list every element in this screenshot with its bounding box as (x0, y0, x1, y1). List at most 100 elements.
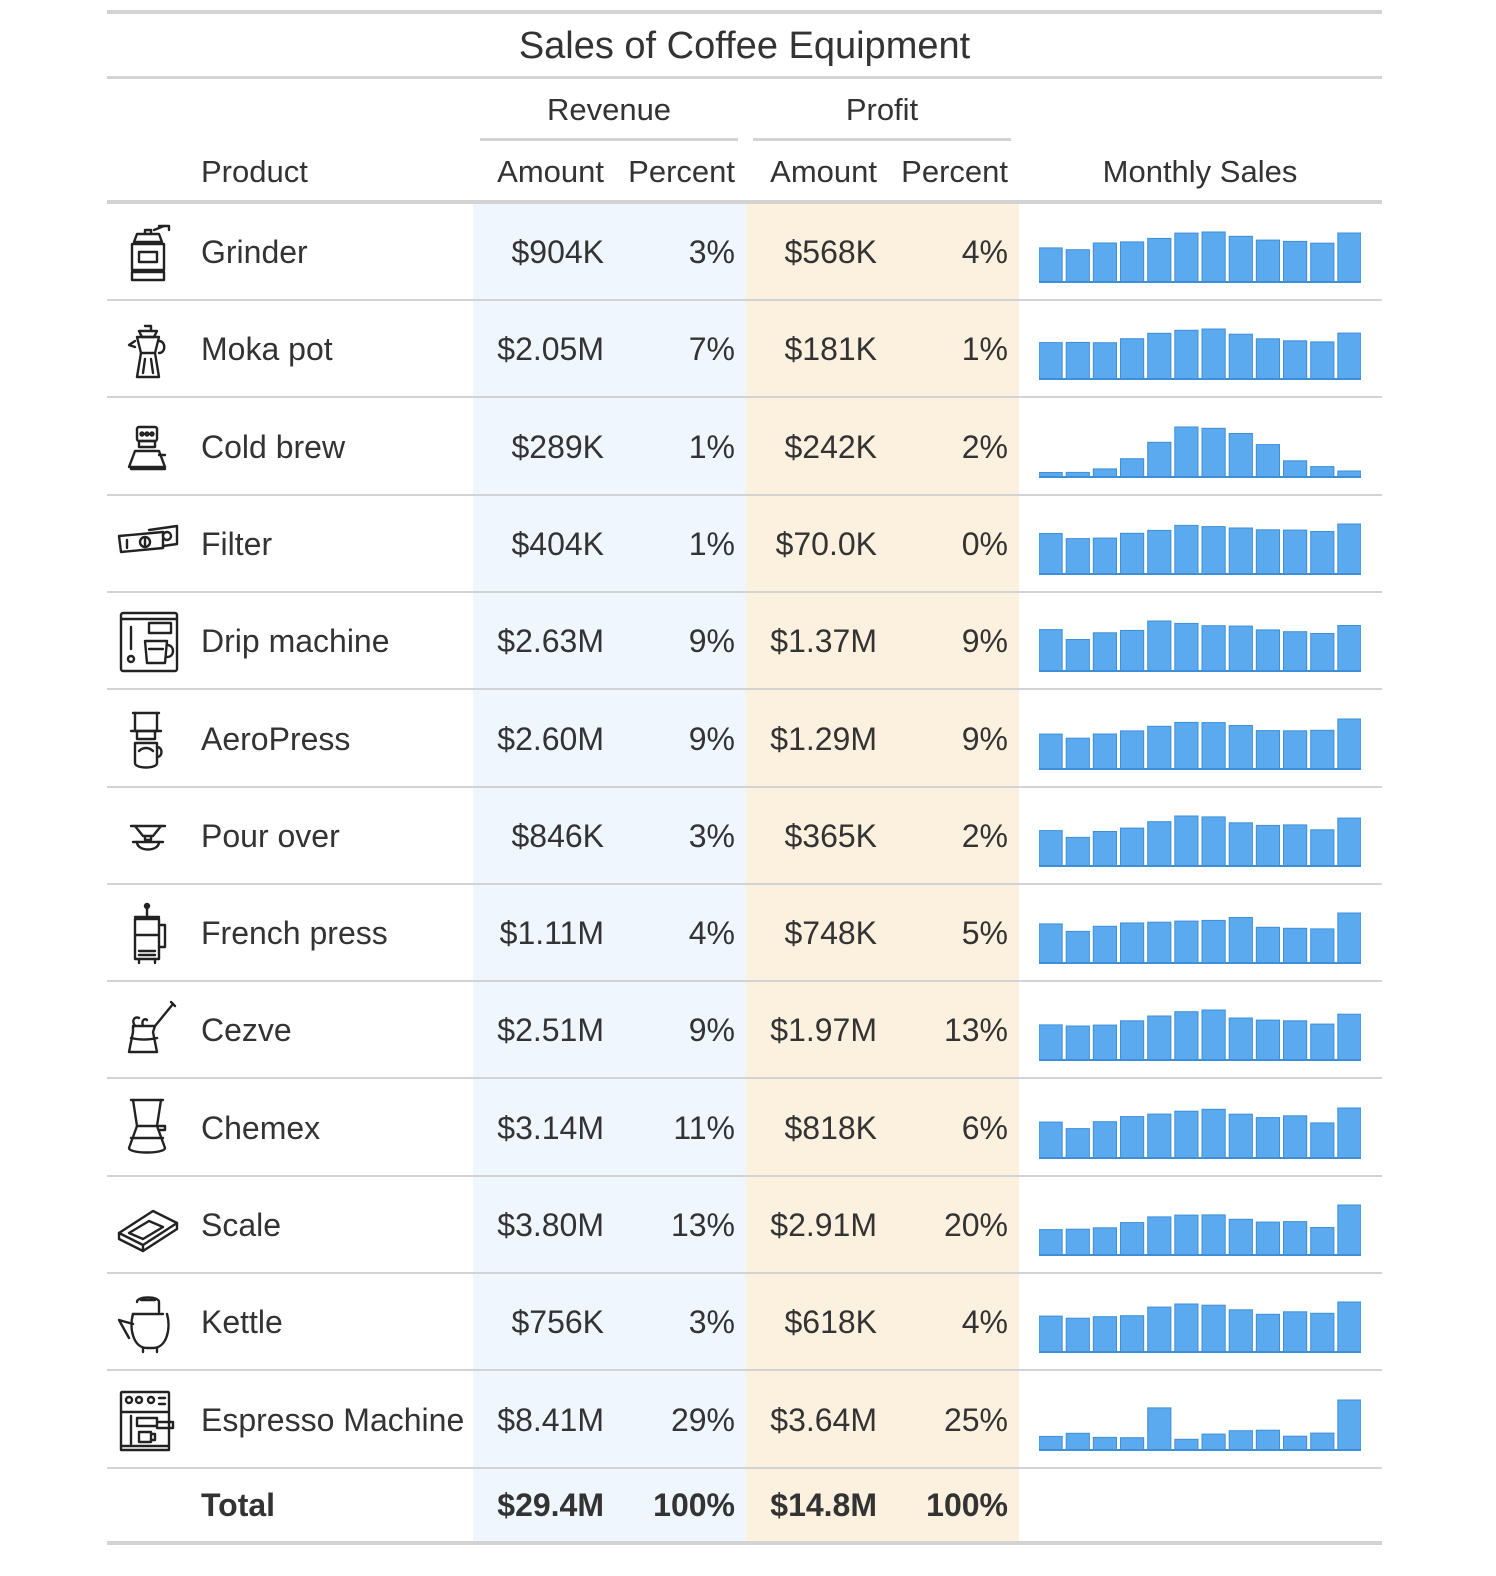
rev-amount-cell: $2.05M (497, 331, 604, 368)
sparkline-bar (1255, 1116, 1281, 1159)
rev-amount-cell: $3.80M (497, 1207, 604, 1243)
sparkline-bar (1228, 1113, 1253, 1159)
sparkline-bar (1310, 465, 1335, 478)
sparkline-bar (1337, 1204, 1361, 1256)
column-header-monthly-sales: Monthly Sales (1102, 154, 1298, 189)
sparkline-bar (1310, 242, 1335, 283)
table-row: French press $1.11M 4% $748K 5% (107, 885, 1382, 983)
rev-amount-cell: $289K (511, 428, 604, 465)
sparkline-bar (1255, 1429, 1281, 1451)
top-rule (107, 10, 1382, 14)
sparkline-bar (1283, 729, 1308, 769)
sparkline-bar (1039, 1315, 1063, 1353)
sparkline-bar (1310, 829, 1335, 867)
sparkline-bar (1174, 426, 1199, 478)
rev-percent-cell: 9% (688, 1012, 735, 1049)
table-row: Grinder $904K 3% $568K 4% (107, 204, 1382, 301)
prof-percent-cell: 6% (961, 1109, 1008, 1146)
product-name: Filter (201, 525, 273, 562)
row-divider (107, 590, 1382, 593)
grinder-icon (115, 220, 181, 286)
sparkline-bar (1255, 1314, 1281, 1353)
sparkline-bar (1337, 1107, 1361, 1159)
sparkline-bar (1337, 1399, 1361, 1451)
rev-percent-cell: 11% (673, 1109, 735, 1146)
sparkline-bar (1337, 1301, 1361, 1353)
column-header-revenue-percent: Percent (628, 154, 735, 189)
rev-amount-cell: $756K (511, 1304, 604, 1341)
row-divider (107, 396, 1382, 399)
monthly-sales-sparkline (1039, 231, 1361, 283)
monthly-sales-sparkline (1039, 328, 1361, 381)
table-row: Espresso Machine $8.41M 29% $3.64M 25% (107, 1372, 1382, 1469)
monthly-sales-sparkline (1039, 1204, 1361, 1256)
sparkline-bar (1174, 1110, 1199, 1159)
monthly-sales-sparkline (1039, 523, 1361, 575)
sparkline-bar (1065, 249, 1090, 283)
sparkline-bar (1201, 1108, 1226, 1159)
prof-percent-cell: 2% (961, 428, 1008, 465)
total-label: Total (201, 1487, 276, 1523)
product-name: Moka pot (201, 331, 333, 368)
sparkline-bar (1092, 1316, 1117, 1353)
pour-over-icon (115, 804, 181, 870)
sparkline-bar (1092, 1227, 1117, 1256)
sparkline-bar (1201, 919, 1226, 964)
sparkline-bar (1174, 1303, 1199, 1353)
sparkline-bar (1283, 631, 1308, 672)
prof-percent-cell: 25% (943, 1401, 1008, 1438)
prof-amount-cell: $181K (784, 331, 877, 368)
prof-amount-cell: $1.97M (770, 1012, 877, 1049)
sparkline-bar (1255, 629, 1281, 672)
product-name: Scale (201, 1207, 282, 1243)
sparkline-bar (1283, 240, 1308, 283)
sparkline-bar (1310, 633, 1335, 672)
table-row: Chemex $3.14M 11% $818K 6% (107, 1080, 1382, 1177)
row-divider (107, 1369, 1382, 1372)
column-header-revenue-amount: Amount (497, 154, 604, 189)
rev-percent-cell: 9% (688, 720, 735, 757)
sparkline-bar (1120, 827, 1145, 867)
sparkline-bar (1120, 1436, 1145, 1451)
sparkline-bar (1283, 1435, 1308, 1451)
prof-amount-cell: $3.64M (770, 1401, 877, 1438)
monthly-sales-sparkline (1039, 815, 1361, 867)
rev-amount-cell: $404K (511, 525, 604, 562)
sparkline-bar (1147, 333, 1172, 380)
sparkline-bar (1039, 1024, 1063, 1061)
sparkline-bar (1147, 820, 1172, 867)
sparkline-bar (1228, 1309, 1253, 1353)
table-row: Drip machine $2.63M 9% $1.37M 9% (107, 593, 1382, 691)
monthly-sales-sparkline (1039, 718, 1361, 770)
sparkline-bar (1337, 523, 1361, 575)
prof-percent-cell: 20% (943, 1207, 1008, 1243)
rev-amount-cell: $904K (511, 234, 604, 270)
table-row: Kettle $756K 3% $618K 4% (107, 1274, 1382, 1372)
sparkline-bar (1255, 926, 1281, 964)
sparkline-bar (1065, 1432, 1090, 1451)
sparkline-bar (1039, 923, 1063, 964)
filter-icon (115, 512, 181, 578)
product-name: Drip machine (201, 623, 390, 660)
sparkline-bar (1065, 1317, 1090, 1353)
sparkline-bar (1092, 925, 1117, 964)
sparkline-bar (1092, 1120, 1117, 1159)
sparkline-bar (1201, 1214, 1226, 1256)
sparkline-bar (1228, 1429, 1253, 1451)
total-row: Total $29.4M 100% $14.8M 100% (107, 1469, 1382, 1542)
sparkline-bar (1039, 733, 1063, 770)
cezve-icon (115, 998, 181, 1064)
product-name: Kettle (201, 1304, 283, 1341)
sparkline-bar (1147, 1406, 1172, 1451)
sparkline-bar (1201, 328, 1226, 380)
sparkline-bar (1120, 338, 1145, 380)
sparkline-bar (1228, 822, 1253, 867)
sparkline-bar (1228, 1218, 1253, 1256)
total-revenue-amount: $29.4M (497, 1487, 604, 1523)
sparkline-bar (1174, 721, 1199, 769)
sparkline-bar (1310, 1023, 1335, 1061)
sparkline-bar (1310, 928, 1335, 964)
prof-amount-cell: $1.29M (770, 720, 877, 757)
sparkline-bar (1255, 1019, 1281, 1061)
sparkline-bar (1092, 537, 1117, 575)
